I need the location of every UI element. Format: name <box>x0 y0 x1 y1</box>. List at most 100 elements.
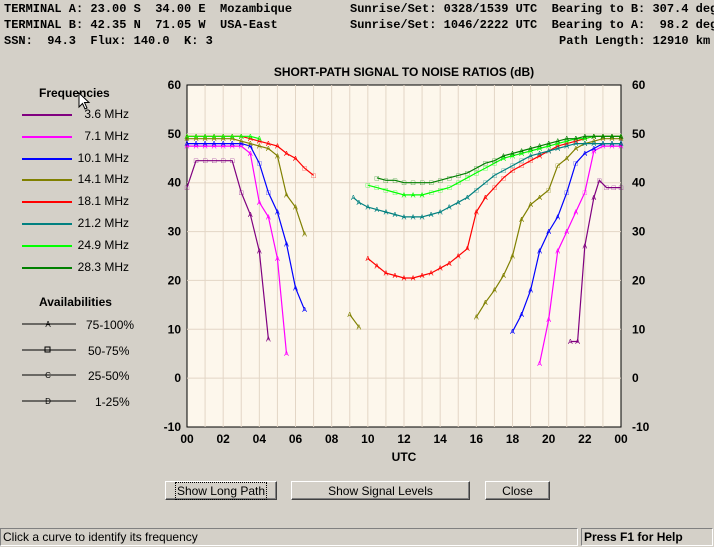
curve-line[interactable] <box>186 160 269 340</box>
curve-point: A <box>555 139 560 146</box>
curve-point: □ <box>420 180 425 187</box>
curve-point: A <box>447 261 452 268</box>
curve-line[interactable] <box>570 179 621 343</box>
curve-point: □ <box>483 180 488 187</box>
curve-3-6-mhz[interactable]: □□ □ □ □ □□AAA A AAA□□ □ □ <box>185 158 624 346</box>
curve-point: A <box>564 139 569 146</box>
availability-marker-25-50: C <box>22 371 76 380</box>
y-tick-label-right: 10 <box>632 322 646 336</box>
curve-line[interactable] <box>187 135 260 140</box>
curve-point: A <box>601 136 606 143</box>
curve-line[interactable] <box>187 138 306 235</box>
curve-point: A <box>221 134 226 141</box>
close-button[interactable]: Close <box>485 481 550 500</box>
x-tick-label: 22 <box>578 432 592 446</box>
curve-point: □ <box>510 168 515 175</box>
curve-line[interactable] <box>187 145 288 354</box>
curve-point: A <box>185 134 190 141</box>
curve-point: A <box>411 275 416 282</box>
frequency-legend-label: 18.1 MHz <box>77 194 129 209</box>
curve-line[interactable] <box>349 314 360 328</box>
curve-line[interactable] <box>367 135 621 196</box>
curve-point: A <box>257 144 262 151</box>
chart-title: SHORT-PATH SIGNAL TO NOISE RATIOS (dB) <box>274 65 534 79</box>
svg-text:D: D <box>45 397 51 406</box>
curve-point: A <box>203 141 208 148</box>
frequency-legend-swatch <box>22 244 72 247</box>
curve-line[interactable] <box>539 145 621 364</box>
curve-point: A <box>248 136 253 143</box>
close-label: Close <box>502 483 533 498</box>
curve-point: □ <box>519 158 524 165</box>
availability-label-75-100: 75-100% <box>86 318 135 332</box>
curve-point: A <box>474 315 479 322</box>
curve-line[interactable] <box>376 135 621 184</box>
curve-point: A <box>555 214 560 221</box>
curve-point: □ <box>474 166 479 173</box>
curve-point: A <box>501 156 506 163</box>
curve-point: A <box>248 141 253 148</box>
availability-marker-1-25: D <box>22 397 76 406</box>
frequency-legend-label: 3.6 MHz <box>84 107 129 121</box>
curve-point: □ <box>393 190 398 197</box>
y-tick-label-left: 0 <box>174 371 181 385</box>
availability-label-50-75: 50-75% <box>88 344 130 358</box>
curve-point: □ <box>402 180 407 187</box>
show-long-path-button[interactable]: Show Long Path <box>165 481 277 500</box>
frequencies-legend-title: Frequencies <box>39 86 110 100</box>
curve-28-3-mhz[interactable]: □ □ □ □ □ □ □ □ □ □ □□□ □A A A A A A A A A A A A A A <box>375 134 624 187</box>
curve-24-9-mhz[interactable]: A A A A A A A A A□ □ □ □ A A A □ □ □□□□□□A A A A A A A A A A A A A A <box>185 134 624 200</box>
curve-point: A <box>619 136 624 143</box>
curve-point: A <box>438 266 443 273</box>
availability-marker-75-100: A <box>22 320 76 329</box>
curve-point: A <box>194 136 199 143</box>
curve-point: A <box>555 144 560 151</box>
curve-point: A <box>375 207 380 214</box>
curve-point: □ <box>257 161 262 168</box>
curve-point: A <box>564 229 569 236</box>
curve-point: A <box>610 134 615 141</box>
curve-point: A <box>293 285 298 292</box>
curve-point: A <box>438 210 443 217</box>
availability-marker-50-75 <box>22 346 76 353</box>
curve-point: □ <box>492 161 497 168</box>
frequency-legend-swatch <box>22 266 72 269</box>
curve-line[interactable] <box>367 135 621 279</box>
curve-point: A <box>610 136 615 143</box>
curve-point: A <box>293 156 298 163</box>
curve-point: A <box>411 192 416 199</box>
curve-point: □ <box>429 190 434 197</box>
curve-point: □ <box>393 178 398 185</box>
curve-point: A <box>393 273 398 280</box>
curve-point: A <box>194 134 199 141</box>
curve-point: A <box>212 134 217 141</box>
frequency-legend-label: 24.9 MHz <box>77 237 129 252</box>
curve-line[interactable] <box>352 143 621 218</box>
show-signal-levels-button[interactable]: Show Signal Levels <box>291 481 470 500</box>
curve-point: A <box>582 151 587 158</box>
curve-point: A <box>564 156 569 163</box>
y-tick-label-right: 50 <box>632 127 646 141</box>
curve-point: A <box>610 141 615 148</box>
curve-point: A <box>510 151 515 158</box>
curve-point: A <box>582 141 587 148</box>
mouse-cursor-icon <box>78 92 91 110</box>
curve-point: □ <box>619 185 624 192</box>
curve-point: □ <box>492 173 497 180</box>
curve-point: A <box>266 337 271 344</box>
curve-point: □ <box>438 178 443 185</box>
curve-line[interactable] <box>475 138 621 318</box>
curve-point: A <box>528 202 533 209</box>
curve-line[interactable] <box>187 143 306 310</box>
curve-point: A <box>402 214 407 221</box>
curve-point: A <box>568 339 573 346</box>
curve-point: A <box>194 134 199 141</box>
curve-point: □ <box>483 166 488 173</box>
y-tick-label-left: 50 <box>168 127 182 141</box>
